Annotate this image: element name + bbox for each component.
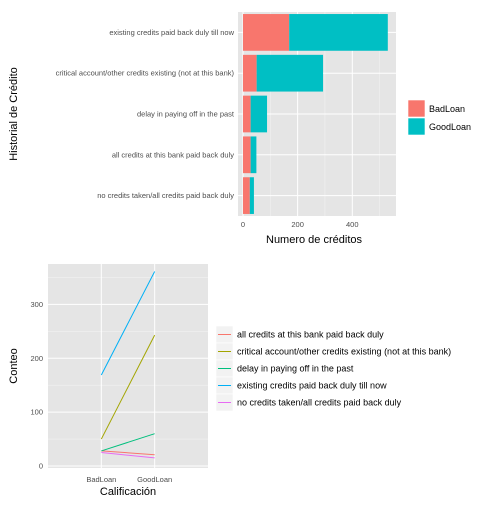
line-legend-label-1: all credits at this bank paid back duly <box>237 330 384 340</box>
bar-segment-badloan-4 <box>243 136 251 173</box>
line-chart-y-tick-label: 100 <box>30 408 43 417</box>
line-legend-label-2: critical account/other credits existing … <box>237 347 451 357</box>
line-legend-label-5: no credits taken/all credits paid back d… <box>237 398 402 408</box>
bar-segment-goodloan-3 <box>251 96 267 133</box>
bar-chart-category-label: existing credits paid back duly till now <box>109 28 234 37</box>
bar-legend-key-goodloan <box>408 118 425 135</box>
bar-chart-legend: BadLoan GoodLoan <box>408 100 471 135</box>
bar-chart-y-tick-labels: existing credits paid back duly till now… <box>56 28 235 200</box>
bar-legend-key-badloan <box>408 100 425 117</box>
bar-segment-goodloan-2 <box>257 55 323 92</box>
bar-chart-x-tick-label: 0 <box>241 220 245 229</box>
bar-chart-category-label: critical account/other credits existing … <box>56 69 235 78</box>
bar-chart-category-label: all credits at this bank paid back duly <box>112 150 234 159</box>
bar-segment-badloan-5 <box>243 177 250 214</box>
bar-legend-label-goodloan: GoodLoan <box>429 122 471 132</box>
bar-chart-credit-history: existing credits paid back duly till now… <box>8 12 471 246</box>
line-chart-y-tick-label: 0 <box>39 462 43 471</box>
bar-legend-label-badloan: BadLoan <box>429 104 465 114</box>
line-legend-label-4: existing credits paid back duly till now <box>237 381 387 391</box>
bar-chart-y-axis-title: Historial de Crédito <box>8 67 20 161</box>
line-chart-y-tick-labels: 0 100 200 300 <box>30 300 43 471</box>
bar-chart-x-axis-title: Numero de créditos <box>266 234 362 246</box>
line-chart-x-tick-label: GoodLoan <box>137 475 172 484</box>
line-chart-y-axis-title: Conteo <box>8 348 20 383</box>
line-chart-panel <box>48 264 208 468</box>
line-chart-x-axis-title: Calificación <box>100 486 156 498</box>
bar-segment-goodloan-5 <box>250 177 254 214</box>
line-chart-legend: all credits at this bank paid back duly c… <box>216 326 451 411</box>
bar-chart-category-label: delay in paying off in the past <box>137 110 235 119</box>
line-chart-y-tick-label: 200 <box>30 354 43 363</box>
line-chart-x-tick-label: BadLoan <box>86 475 116 484</box>
line-chart-y-tick-label: 300 <box>30 300 43 309</box>
bar-chart-x-tick-labels: 0 200 400 <box>241 220 359 229</box>
bar-segment-goodloan-1 <box>289 14 388 51</box>
bar-segment-goodloan-4 <box>251 136 257 173</box>
bar-segment-badloan-3 <box>243 96 251 133</box>
bar-chart-category-label: no credits taken/all credits paid back d… <box>97 191 234 200</box>
line-chart-x-tick-labels: BadLoan GoodLoan <box>86 475 172 484</box>
bar-chart-x-tick-label: 400 <box>346 220 359 229</box>
bar-segment-badloan-1 <box>243 14 289 51</box>
line-legend-label-3: delay in paying off in the past <box>237 364 354 374</box>
bar-segment-badloan-2 <box>243 55 257 92</box>
bar-chart-x-tick-label: 200 <box>291 220 304 229</box>
